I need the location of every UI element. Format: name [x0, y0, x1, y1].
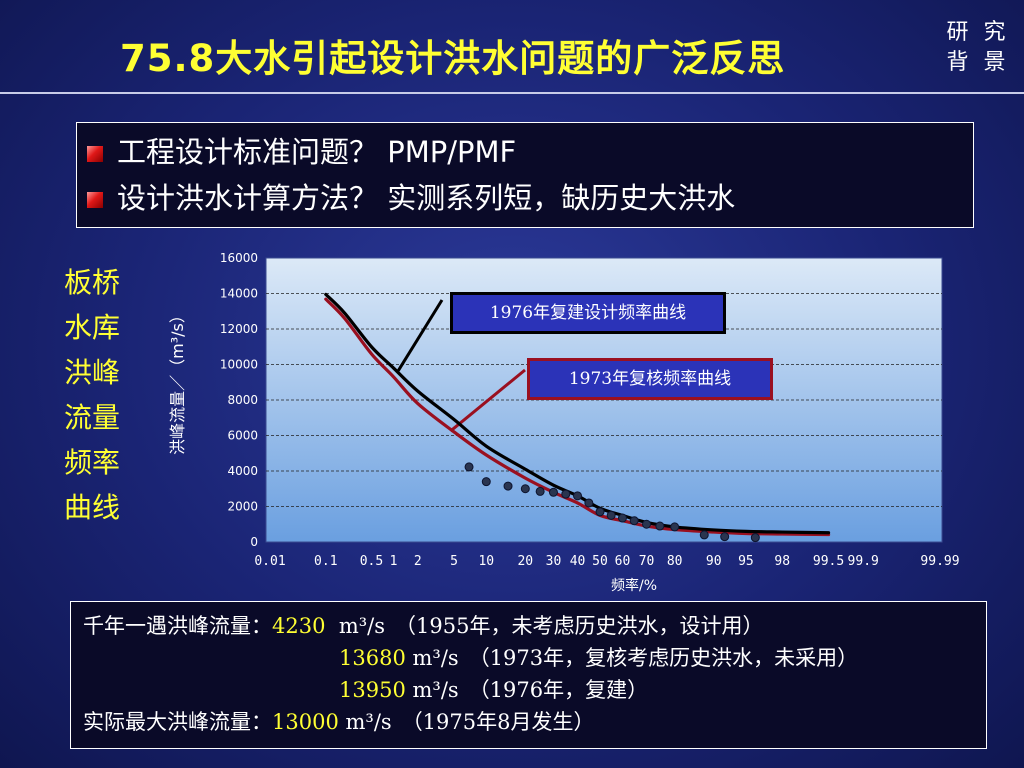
- x-tick-label: 10: [478, 554, 494, 569]
- section-tag: 研 究 背 景: [942, 18, 1014, 78]
- side-label-line: 洪峰: [64, 356, 121, 389]
- observed-point: [750, 533, 760, 543]
- summary-unit: m³/s: [412, 646, 459, 670]
- legend-1973-curve: 1973年复核频率曲线: [527, 358, 773, 400]
- y-tick-label: 4000: [227, 464, 258, 478]
- x-tick-label: 0.5: [360, 554, 383, 569]
- summary-row: 千年一遇洪峰流量：4230 m³/s （1955年，未考虑历史洪水，设计用）: [83, 610, 763, 642]
- side-label-line: 频率: [64, 446, 121, 479]
- observed-point: [561, 489, 571, 499]
- bullet-text: 设计洪水计算方法？ 实测系列短，缺历史大洪水: [117, 181, 736, 215]
- y-axis-label: 洪峰流量／（m³/s）: [168, 307, 187, 455]
- x-tick-label: 0.01: [254, 554, 285, 569]
- x-axis-label: 频率/%: [611, 577, 657, 594]
- observed-point: [617, 513, 627, 523]
- observed-point: [503, 481, 513, 491]
- observed-point: [548, 487, 558, 497]
- summary-note: （1955年，未考虑历史洪水，设计用）: [395, 614, 764, 638]
- y-tick-label: 6000: [227, 429, 258, 443]
- side-label-line: 流量: [64, 401, 121, 434]
- x-tick-label: 99.99: [920, 554, 959, 569]
- y-tick-label: 2000: [227, 500, 258, 514]
- x-tick-label: 99.5: [813, 554, 844, 569]
- x-tick-label: 50: [592, 554, 608, 569]
- side-label-line: 曲线: [64, 491, 121, 524]
- observed-point: [629, 516, 639, 526]
- y-tick-label: 14000: [220, 287, 258, 301]
- question-box: 工程设计标准问题？ PMP/PMF 设计洪水计算方法？ 实测系列短，缺历史大洪水: [76, 122, 974, 228]
- bullet-item: 工程设计标准问题？ PMP/PMF: [87, 129, 516, 175]
- summary-value: 13000: [272, 710, 339, 734]
- observed-point: [606, 510, 616, 520]
- bullet-item: 设计洪水计算方法？ 实测系列短，缺历史大洪水: [87, 175, 735, 221]
- x-tick-label: 99.9: [848, 554, 879, 569]
- observed-point: [535, 486, 545, 496]
- x-tick-label: 90: [706, 554, 722, 569]
- summary-unit: m³/s: [412, 678, 459, 702]
- section-tag-line-2: 背 景: [946, 50, 1010, 75]
- side-label-line: 水库: [64, 311, 121, 344]
- leader-1976: [396, 299, 444, 372]
- flood-peak-summary: 千年一遇洪峰流量：4230 m³/s （1955年，未考虑历史洪水，设计用） 13…: [70, 601, 987, 749]
- summary-note: （1973年，复核考虑历史洪水，未采用）: [468, 646, 859, 670]
- x-tick-label: 20: [517, 554, 533, 569]
- observed-point: [655, 521, 665, 531]
- x-tick-label: 30: [546, 554, 562, 569]
- summary-unit: m³/s: [345, 710, 392, 734]
- chart-side-label: 板桥 水库 洪峰 流量 频率 曲线: [64, 260, 134, 530]
- y-tick-label: 10000: [220, 358, 258, 372]
- y-tick-label: 16000: [220, 251, 258, 265]
- observed-point: [584, 498, 594, 508]
- summary-row: 13950 m³/s （1976年，复建）: [339, 674, 648, 706]
- side-label-line: 板桥: [64, 266, 121, 299]
- observed-point: [595, 507, 605, 517]
- y-tick-label: 8000: [227, 393, 258, 407]
- observed-point: [464, 462, 474, 472]
- section-tag-line-1: 研 究: [946, 20, 1010, 45]
- summary-note: （1975年8月发生）: [401, 710, 595, 734]
- y-tick-label: 12000: [220, 322, 258, 336]
- summary-value: 13950: [339, 678, 406, 702]
- summary-label: 实际最大洪峰流量：: [83, 710, 272, 734]
- x-tick-label: 1: [390, 554, 398, 569]
- red-square-bullet-icon: [87, 146, 103, 162]
- observed-point: [670, 522, 680, 532]
- observed-point: [642, 519, 652, 529]
- summary-label: 千年一遇洪峰流量：: [83, 614, 272, 638]
- x-tick-label: 95: [738, 554, 754, 569]
- x-tick-label: 60: [615, 554, 631, 569]
- red-square-bullet-icon: [87, 192, 103, 208]
- x-tick-label: 0.1: [314, 554, 337, 569]
- y-tick-label: 0: [250, 535, 258, 549]
- summary-note: （1976年，复建）: [468, 678, 649, 702]
- summary-unit: m³/s: [338, 614, 385, 638]
- title-divider: [0, 92, 1024, 94]
- bullet-text: 工程设计标准问题？ PMP/PMF: [117, 135, 517, 169]
- observed-point: [720, 532, 730, 542]
- x-tick-label: 5: [450, 554, 458, 569]
- observed-point: [520, 484, 530, 494]
- legend-1976-curve: 1976年复建设计频率曲线: [450, 292, 726, 334]
- page-title: 75.8大水引起设计洪水问题的广泛反思: [120, 37, 786, 80]
- x-tick-label: 80: [667, 554, 683, 569]
- summary-row: 实际最大洪峰流量：13000 m³/s （1975年8月发生）: [83, 706, 595, 738]
- leader-1973: [449, 368, 526, 433]
- x-tick-label: 70: [639, 554, 655, 569]
- observed-point: [699, 530, 709, 540]
- x-tick-label: 40: [570, 554, 586, 569]
- summary-value: 13680: [339, 646, 406, 670]
- x-tick-label: 98: [774, 554, 790, 569]
- x-tick-label: 2: [414, 554, 422, 569]
- observed-point: [573, 491, 583, 501]
- summary-row: 13680 m³/s （1973年，复核考虑历史洪水，未采用）: [339, 642, 858, 674]
- observed-point: [481, 477, 491, 487]
- summary-value: 4230: [272, 614, 326, 638]
